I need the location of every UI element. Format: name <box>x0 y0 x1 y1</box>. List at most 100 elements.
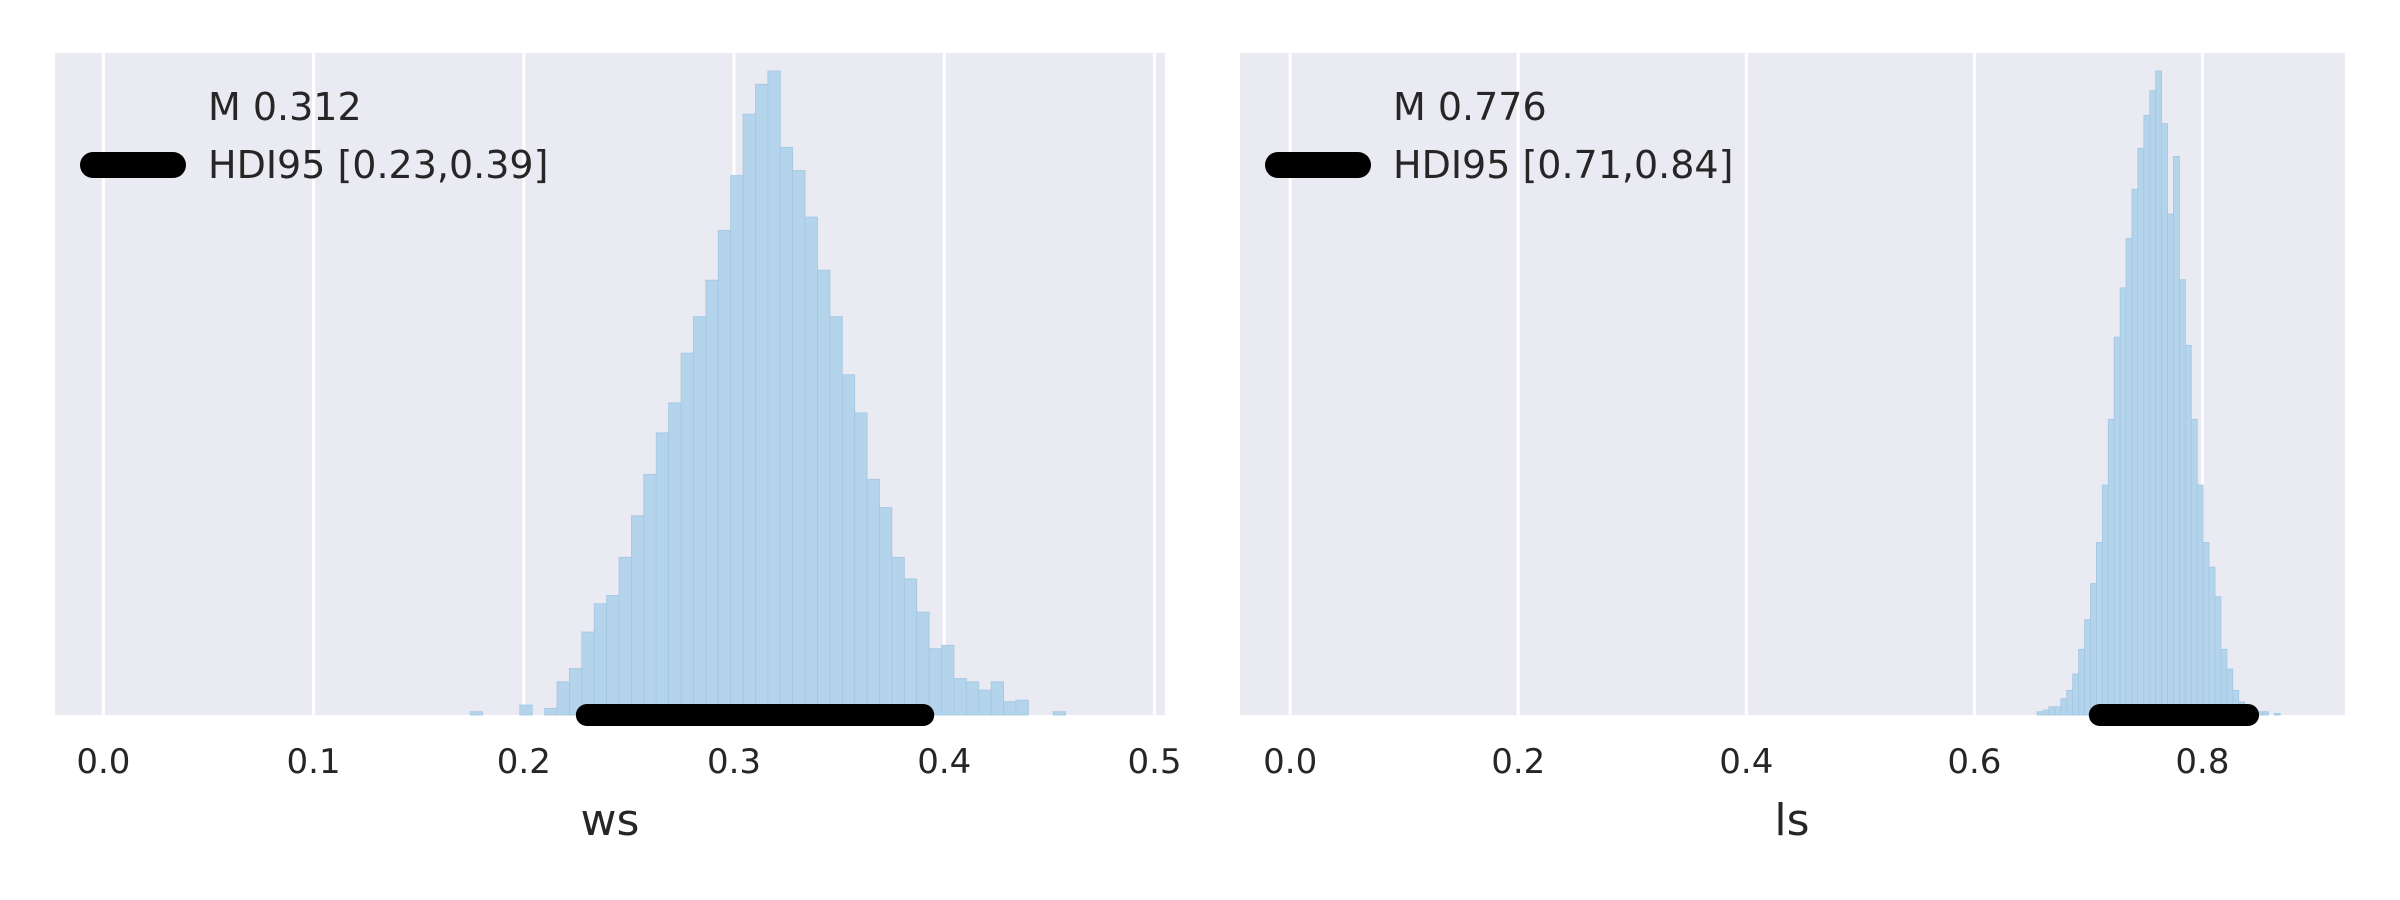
panel-ws-histogram-bar-23 <box>755 83 769 716</box>
panel-ls-histogram-bar-17 <box>2137 147 2145 716</box>
panel-ls-histogram-bar-11 <box>2101 484 2109 716</box>
panel-ws-histogram-bar-26 <box>792 170 806 716</box>
panel-ls-ticks: 0.0 0.2 0.4 0.6 0.8 <box>1263 742 2229 782</box>
panel-ls-histogram-bar-15 <box>2125 238 2133 716</box>
panel-ws-histogram-bar-34 <box>891 556 905 716</box>
panel-ws-histogram-bar-6 <box>544 707 558 716</box>
panel-ws-histogram-bar-10 <box>593 603 608 716</box>
panel-ls-histogram <box>2036 70 2281 716</box>
panel-ws-histogram-bar-4 <box>519 704 533 716</box>
panel-ws-histogram-bar-18 <box>693 316 707 716</box>
panel-ws-histogram-bar-9 <box>581 631 595 716</box>
panel-ws-histogram-bar-19 <box>705 279 719 716</box>
panel-ls-histogram-bar-4 <box>2060 698 2068 716</box>
panel-ls-tick-label-1: 0.2 <box>1491 742 1545 782</box>
panel-ls-histogram-bar-6 <box>2072 673 2080 716</box>
panel-ws-histogram-bar-17 <box>680 352 694 716</box>
panel-ls-histogram-bar-29 <box>2208 566 2216 716</box>
panel-ls-histogram-bar-5 <box>2066 689 2074 716</box>
panel-ws-tick-label-4: 0.4 <box>917 742 971 782</box>
panel-ws-histogram-bar-35 <box>903 578 918 716</box>
panel-ws-histogram-bar-7 <box>556 681 570 716</box>
panel-ws-tick-label-5: 0.5 <box>1127 742 1181 782</box>
panel-ws-histogram-bar-32 <box>866 478 880 716</box>
panel-ws-histogram-bar-12 <box>618 556 632 716</box>
panel-ls-histogram-bar-12 <box>2107 418 2115 716</box>
panel-ls-histogram-bar-16 <box>2131 188 2139 716</box>
panel-ws-histogram-bar-24 <box>767 70 781 716</box>
panel-ws-histogram-bar-28 <box>817 269 831 716</box>
panel-ls-histogram-bar-24 <box>2179 279 2186 716</box>
panel-ls-histogram-bar-22 <box>2167 213 2174 716</box>
panel-ws-tick-label-1: 0.1 <box>287 742 341 782</box>
panel-ws-histogram-bar-31 <box>854 412 868 716</box>
panel-ls: 0.0 0.2 0.4 0.6 0.8 ls M 0.776 HDI95 [0.71,0… <box>1240 53 2345 846</box>
panel-ws-tick-label-3: 0.3 <box>707 742 761 782</box>
panel-ws-histogram-bar-15 <box>655 432 670 716</box>
panel-ls-legend: M 0.776 HDI95 [0.71,0.84] <box>1265 85 1733 187</box>
panel-ls-legend-mean: M 0.776 <box>1393 85 1547 129</box>
panel-ws-histogram-bar-38 <box>941 644 955 716</box>
panel-ws-histogram-bar-21 <box>730 175 744 716</box>
panel-ws-tick-label-2: 0.2 <box>497 742 551 782</box>
panel-ls-histogram-bar-28 <box>2202 542 2210 716</box>
panel-ls-histogram-bar-20 <box>2155 70 2163 716</box>
panel-ls-tick-label-2: 0.4 <box>1719 742 1773 782</box>
panel-ws-histogram-bar-37 <box>928 648 942 716</box>
panel-ls-histogram-bar-23 <box>2173 156 2180 716</box>
panel-ws-histogram-bar-36 <box>916 611 930 716</box>
panel-ws-histogram-bar-44 <box>1015 699 1029 716</box>
panel-ls-histogram-bar-30 <box>2214 596 2222 716</box>
panel-ws-histogram-bar-13 <box>631 515 645 716</box>
panel-ls-tick-label-0: 0.0 <box>1263 742 1317 782</box>
panel-ls-histogram-bar-21 <box>2161 123 2168 716</box>
panel-ws-histogram-bar-29 <box>829 316 843 716</box>
panel-ls-histogram-bar-2 <box>2048 706 2056 716</box>
panel-ws-histogram-bar-20 <box>717 229 732 716</box>
panel-ws-histogram-bar-14 <box>643 473 657 716</box>
panel-ws-histogram-bar-39 <box>953 678 967 716</box>
panel-ws-histogram-bar-11 <box>606 595 620 716</box>
panel-ws-ticks: 0.0 0.1 0.2 0.3 0.4 0.5 <box>76 742 1181 782</box>
panel-ls-histogram-bar-19 <box>2149 90 2157 716</box>
panel-ls-histogram-bar-18 <box>2143 114 2151 716</box>
panel-ls-histogram-bar-8 <box>2084 619 2091 716</box>
panel-ws-legend-hdi: HDI95 [0.23,0.39] <box>208 143 548 187</box>
panel-ws-histogram-bar-42 <box>990 681 1004 716</box>
panel-ls-histogram-bar-26 <box>2190 418 2198 716</box>
panel-ls-histogram-bar-27 <box>2196 484 2204 716</box>
panel-ws-histogram-bar-16 <box>668 402 682 716</box>
panel-ls-histogram-bar-25 <box>2184 344 2192 716</box>
panel-ws-legend-mean: M 0.312 <box>208 85 362 129</box>
panel-ls-histogram-bar-1 <box>2042 709 2050 716</box>
panel-ls-histogram-bar-13 <box>2113 336 2121 716</box>
panel-ws-histogram-bar-25 <box>779 146 794 716</box>
panel-ls-histogram-bar-7 <box>2078 648 2085 716</box>
panel-ls-xlabel: ls <box>1774 795 1809 846</box>
panel-ls-histogram-bar-0 <box>2036 711 2044 716</box>
panel-ls-histogram-bar-9 <box>2090 583 2097 716</box>
panel-ws-histogram-bar-30 <box>841 374 856 716</box>
panel-ws-histogram-bar-27 <box>804 216 818 716</box>
panel-ws-histogram-bar-33 <box>879 507 893 716</box>
panel-ls-legend-hdi: HDI95 [0.71,0.84] <box>1393 143 1733 187</box>
panel-ws-xlabel: ws <box>581 795 640 846</box>
panel-ls-histogram-bar-14 <box>2119 287 2127 716</box>
panel-ws-histogram-bar-0 <box>469 711 484 716</box>
panel-ls-histogram-bar-40 <box>2273 712 2281 716</box>
panel-ls-histogram-bar-38 <box>2262 711 2269 716</box>
panel-ws-tick-label-0: 0.0 <box>76 742 130 782</box>
panel-ws-histogram <box>469 70 1066 716</box>
panel-ws-histogram-bar-47 <box>1052 711 1066 716</box>
panel-ws-histogram-bar-41 <box>978 689 992 716</box>
panel-ws-histogram-bar-22 <box>742 113 756 716</box>
panel-ws-legend: M 0.312 HDI95 [0.23,0.39] <box>80 85 548 187</box>
panel-ws: 0.0 0.1 0.2 0.3 0.4 0.5 ws M 0.312 HDI95 [0.2… <box>55 53 1182 846</box>
panel-ws-histogram-bar-40 <box>965 681 980 716</box>
panel-ls-histogram-bar-3 <box>2054 706 2062 716</box>
panel-ls-histogram-bar-10 <box>2096 542 2103 716</box>
panel-ws-histogram-bar-43 <box>1003 701 1017 716</box>
panel-ls-tick-label-3: 0.6 <box>1947 742 2001 782</box>
panel-ls-tick-label-4: 0.8 <box>2175 742 2229 782</box>
